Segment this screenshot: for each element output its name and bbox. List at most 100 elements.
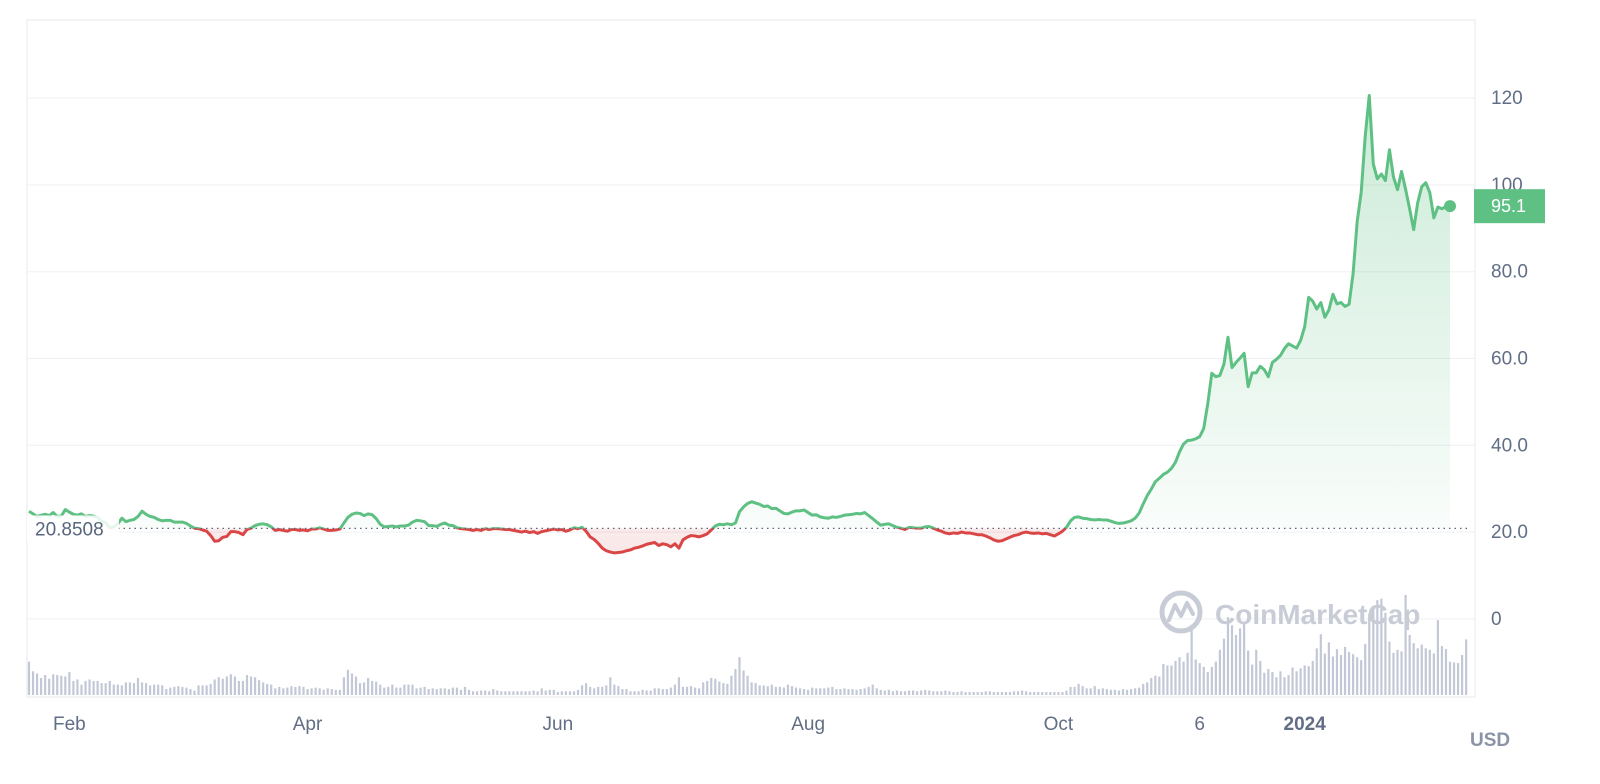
volume-bar	[847, 689, 850, 695]
volume-bar	[641, 689, 644, 695]
volume-bar	[1412, 643, 1415, 695]
volume-bar	[1077, 683, 1080, 695]
volume-bar	[984, 691, 987, 695]
volume-bar	[1162, 663, 1165, 695]
volume-bar	[1331, 656, 1335, 695]
volume-bar	[217, 677, 220, 695]
volume-bar	[120, 685, 123, 695]
volume-bar	[193, 690, 196, 695]
volume-bar	[625, 689, 628, 695]
volume-bar	[988, 691, 991, 695]
volume-bar	[1073, 686, 1076, 695]
volume-bar	[653, 688, 656, 695]
volume-bar	[253, 677, 257, 695]
volume-bar	[314, 687, 317, 695]
volume-bar	[391, 684, 394, 695]
volume-bar	[584, 683, 588, 695]
volume-bar	[64, 676, 67, 695]
volume-bar	[669, 687, 672, 695]
volume-bar	[213, 679, 216, 695]
volume-bar	[758, 685, 761, 695]
volume-bar	[875, 688, 878, 695]
volume-bar	[326, 688, 329, 695]
volume-bar	[1408, 635, 1411, 695]
volume-bar	[346, 669, 350, 695]
volume-bar	[811, 687, 814, 695]
volume-bar	[201, 685, 204, 695]
last-price-dot[interactable]	[1444, 200, 1456, 213]
volume-bar	[1150, 677, 1153, 695]
volume-bar	[1303, 665, 1306, 695]
volume-bar	[1033, 692, 1036, 695]
volume-bar	[488, 691, 491, 695]
volume-bar	[431, 688, 434, 695]
grid-lines	[27, 97, 1475, 620]
volume-bar	[80, 684, 83, 695]
volume-bar	[245, 675, 249, 695]
volume-bar	[1436, 620, 1439, 695]
volume-bar	[1364, 643, 1367, 695]
volume-bar	[1315, 648, 1318, 695]
volume-bar	[475, 691, 479, 695]
volume-bar	[839, 689, 842, 695]
volume-bar	[964, 692, 967, 695]
series-line-up[interactable]	[28, 94, 1451, 553]
volume-bar	[500, 691, 503, 695]
volume-bar	[992, 692, 995, 695]
volume-bar	[726, 683, 729, 695]
volume-bar	[1041, 692, 1044, 695]
volume-bar	[1146, 682, 1149, 695]
volume-bar	[1190, 624, 1193, 695]
volume-bar	[76, 679, 79, 695]
watermark-text: CoinMarketCap	[1215, 599, 1420, 630]
volume-bar	[1307, 666, 1310, 695]
volume-bar	[128, 682, 132, 695]
volume-bar	[112, 684, 115, 695]
volume-bar	[262, 682, 265, 695]
volume-bar	[1444, 649, 1448, 695]
volume-bar	[338, 689, 341, 695]
volume-bar	[358, 683, 362, 695]
volume-bar	[916, 691, 919, 695]
volume-bar	[403, 684, 406, 695]
volume-bar	[859, 689, 862, 695]
volume-bar	[621, 689, 624, 695]
volume-bar	[72, 680, 75, 695]
volume-bar	[960, 691, 963, 695]
volume-bar	[1251, 664, 1254, 695]
volume-bar	[613, 684, 616, 695]
volume-bar	[1400, 651, 1403, 695]
volume-bar	[774, 686, 777, 695]
volume-bar	[1428, 649, 1431, 695]
volume-bar	[899, 691, 903, 695]
volume-bar	[52, 674, 55, 695]
volume-bar	[31, 671, 35, 695]
volume-bar	[1008, 692, 1012, 695]
volume-bar	[512, 691, 515, 695]
volume-bar	[710, 677, 713, 695]
volume-bar	[1093, 686, 1096, 695]
volume-bar	[1154, 675, 1157, 695]
volume-bar	[318, 688, 321, 695]
volume-bar	[161, 685, 164, 695]
volume-bar	[189, 689, 192, 695]
volume-bar	[1037, 692, 1040, 695]
volume-bar	[484, 690, 487, 695]
volume-bar	[996, 692, 999, 695]
coinmarketcap-logo-mark	[1167, 601, 1195, 622]
volume-bar	[956, 692, 959, 695]
volume-bar	[665, 689, 668, 695]
volume-bar	[1218, 649, 1221, 695]
volume-bar	[451, 687, 454, 695]
volume-bar	[124, 682, 127, 695]
volume-bar	[116, 684, 119, 695]
volume-bar	[1259, 660, 1262, 695]
volume-bar	[108, 680, 111, 695]
volume-bar	[84, 680, 87, 695]
volume-bar	[221, 678, 224, 695]
volume-bar	[1384, 612, 1387, 695]
x-tick-label: Oct	[1044, 714, 1074, 735]
volume-bar	[1134, 688, 1137, 695]
